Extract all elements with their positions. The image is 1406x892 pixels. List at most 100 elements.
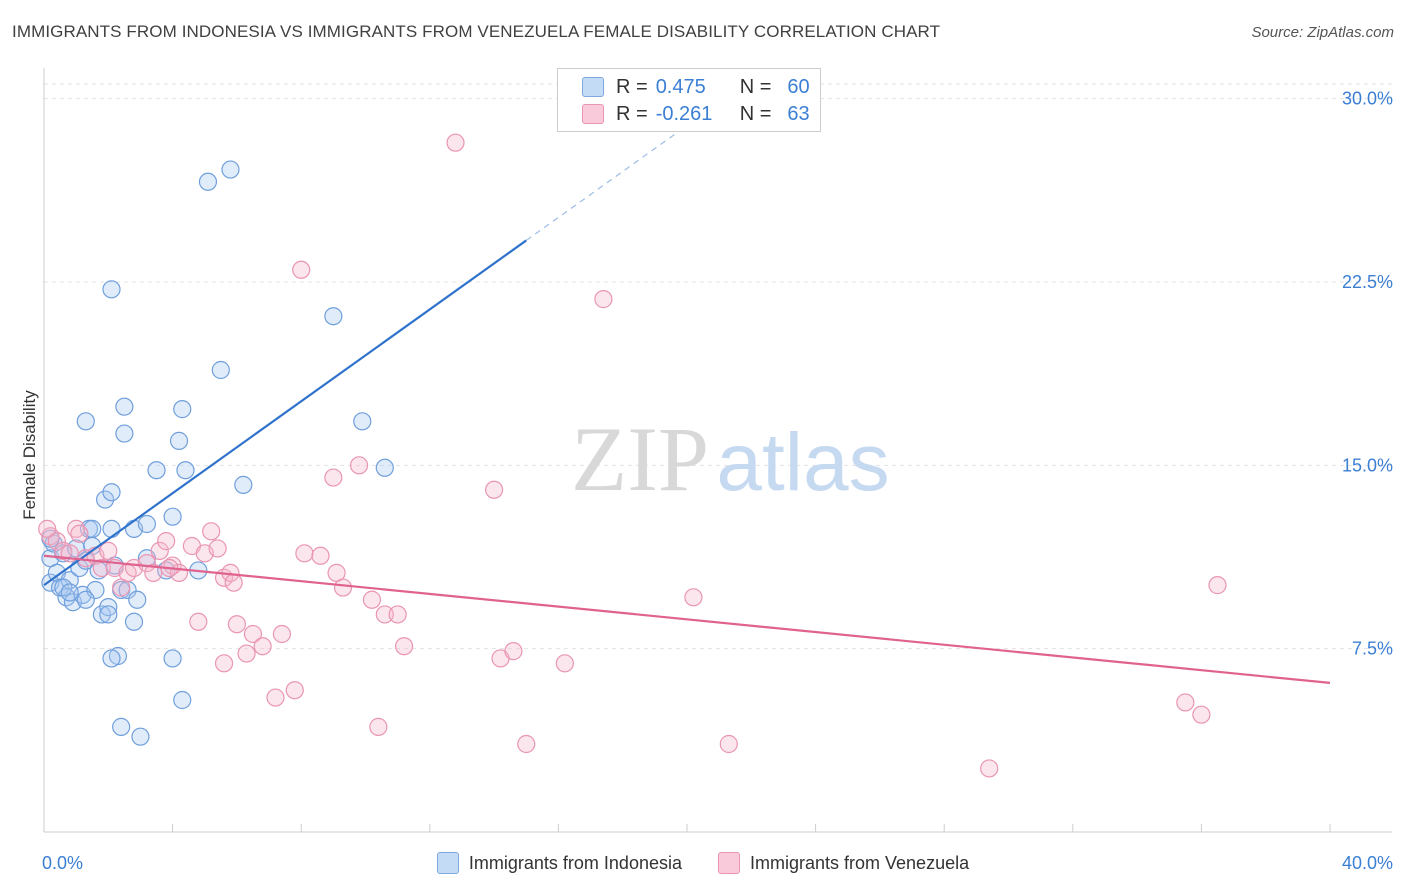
x-tick-label-min: 0.0% [42,853,83,873]
data-point [555,654,574,673]
data-point [292,260,311,279]
data-point [102,280,121,299]
series-label-indonesia: Immigrants from Indonesia [468,852,682,873]
data-point [504,642,523,661]
data-point [147,461,166,480]
data-point [353,412,372,431]
data-point [375,605,394,624]
data-point [211,360,230,380]
legend-swatch-indonesia [582,77,604,97]
data-point [221,160,240,179]
data-point [324,468,343,487]
data-point [173,690,192,710]
data-point [38,519,57,538]
data-point [157,532,176,551]
data-point [243,624,263,644]
data-point [1208,576,1227,595]
data-point [369,717,388,736]
trend-line-venezuela [43,554,1331,684]
data-point [237,644,256,663]
y-tick-label: 7.5% [1352,639,1393,659]
data-point [47,532,66,551]
data-point [295,544,314,563]
data-point [76,590,95,609]
data-point [137,514,156,534]
data-point [719,734,738,754]
data-point [202,522,221,541]
data-point [333,578,353,597]
axes [43,68,1392,833]
y-tick-label: 22.5% [1342,272,1393,292]
legend-n-label: N = [739,75,772,98]
data-point [266,688,285,707]
data-point [272,624,292,644]
data-point [102,649,121,668]
data-point [112,717,131,736]
trend-lines [43,125,1331,684]
data-point [234,475,253,494]
data-point [980,759,999,778]
data-point [92,605,111,624]
data-point [214,654,234,673]
data-point [375,458,394,477]
legend-r-label: R = [616,102,648,125]
data-point [95,490,115,509]
data-point [76,412,95,431]
data-point [324,307,343,326]
data-point [1176,693,1195,712]
legend-row-venezuela: R = -0.261 N = 63 [582,101,810,127]
data-point [189,612,208,631]
trend-line-indonesia [43,239,527,587]
trend-line-extension [525,125,688,241]
data-point [99,598,118,617]
data-point [253,637,272,656]
series-legend-venezuela: Immigrants from Venezuela [718,852,969,874]
data-point [394,637,414,656]
data-point [208,539,227,558]
legend-r-value-indonesia: 0.475 [655,75,706,98]
tick-labels: 7.5% 15.0% 22.5% 30.0% 0.0% 40.0% [42,89,1393,873]
data-point [594,290,613,309]
data-point [128,590,147,609]
legend-n-value-venezuela: 63 [787,102,810,125]
gridlines [44,83,1392,650]
series-legend: Immigrants from Indonesia Immigrants fro… [0,852,1406,874]
data-point [124,612,144,631]
legend-r-label: R = [616,75,648,98]
data-point [1192,705,1211,724]
data-point [388,605,407,624]
y-tick-label: 15.0% [1342,455,1393,475]
source-credit: Source: ZipAtlas.com [1251,24,1394,41]
data-point [198,172,218,191]
series-swatch-indonesia [436,852,459,874]
data-point [115,397,134,416]
legend-n-value-indonesia: 60 [787,75,810,98]
data-point [102,483,121,502]
data-point [311,546,330,565]
data-point [86,580,105,600]
data-point [173,400,192,419]
legend-r-value-venezuela: -0.261 [655,102,713,125]
data-point [362,590,382,609]
data-point [227,615,246,634]
legend-row-indonesia: R = 0.475 N = 60 [582,74,810,100]
y-tick-label: 30.0% [1342,89,1393,109]
x-tick-label-max: 40.0% [1342,853,1393,873]
data-point [131,727,150,746]
series-legend-indonesia: Immigrants from Indonesia [436,852,682,874]
correlation-legend: R = 0.475 N = 60 R = -0.261 N = 63 [557,68,821,132]
data-point [349,456,369,475]
data-point [163,649,182,668]
data-point [684,588,703,607]
data-point [176,461,195,480]
watermark: ZIP atlas [571,408,890,510]
data-point [99,605,118,624]
data-point [485,480,504,499]
data-point [99,541,118,560]
data-point [102,519,121,538]
data-point [446,133,465,152]
data-point [163,507,182,526]
data-point [92,558,111,578]
data-point [115,424,134,443]
